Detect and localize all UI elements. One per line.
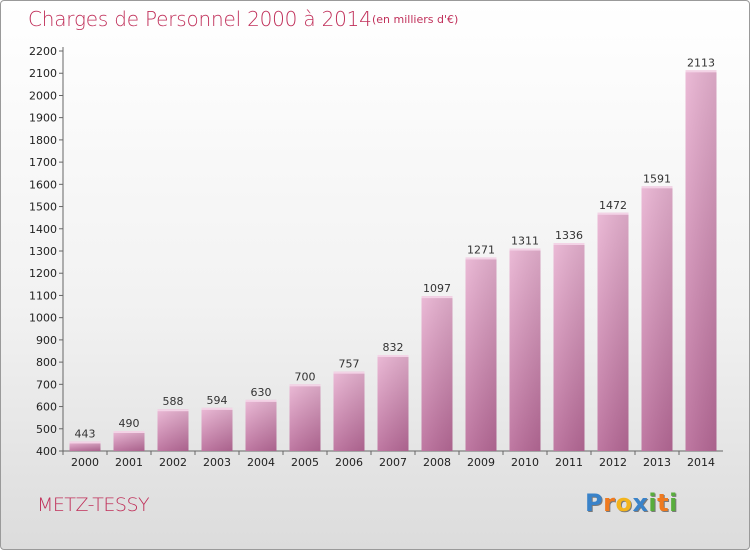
y-tick-label: 800 (36, 356, 57, 369)
x-tick-label: 2003 (203, 456, 231, 469)
y-tick-label: 1900 (29, 112, 57, 125)
bar-shade (113, 431, 145, 451)
x-tick-label: 2008 (423, 456, 451, 469)
y-tick-label: 1400 (29, 223, 57, 236)
bar-shade (201, 407, 233, 451)
bar-shade (553, 243, 585, 451)
bar-shade (333, 371, 365, 451)
bar-top-highlight (597, 212, 629, 215)
x-tick-label: 2013 (643, 456, 671, 469)
town-name: METZ-TESSY (37, 494, 150, 516)
data-label: 2113 (687, 56, 715, 69)
data-label: 1271 (467, 243, 495, 256)
data-label: 832 (383, 341, 404, 354)
bar-shade (245, 399, 277, 451)
y-tick-label: 2000 (29, 89, 57, 102)
y-tick-label: 2200 (29, 45, 57, 58)
bar-top-highlight (69, 441, 101, 444)
y-tick-label: 1100 (29, 289, 57, 302)
data-label: 594 (207, 394, 228, 407)
logo-letter: t (657, 489, 670, 517)
logo-letter: P (585, 489, 604, 517)
x-tick-label: 2004 (247, 456, 275, 469)
logo-letter: r (603, 489, 616, 517)
bar-shade (421, 296, 453, 451)
bar-shade (289, 384, 321, 451)
y-tick-label: 600 (36, 401, 57, 414)
bar-top-highlight (465, 257, 497, 260)
chart-subtitle: (en milliers d'€) (372, 13, 459, 26)
x-tick-label: 2009 (467, 456, 495, 469)
data-label: 1591 (643, 172, 671, 185)
proxiti-logo: Proxiti (585, 489, 678, 517)
bar-shade (641, 186, 673, 452)
data-label: 700 (295, 370, 316, 383)
y-tick-label: 400 (36, 445, 57, 458)
bar-top-highlight (685, 70, 717, 73)
data-label: 630 (251, 386, 272, 399)
bar-shade (157, 409, 189, 451)
bar-top-highlight (245, 399, 277, 402)
bar-shade (465, 257, 497, 451)
bar-top-highlight (421, 296, 453, 299)
bar-top-highlight (201, 407, 233, 410)
bar-top-highlight (333, 371, 365, 374)
logo-letter: o (615, 489, 633, 517)
bar-top-highlight (377, 355, 409, 357)
chart-title: Charges de Personnel 2000 à 2014 (28, 7, 372, 31)
bar-shade (597, 212, 629, 451)
x-tick-label: 2000 (71, 456, 99, 469)
data-label: 1311 (511, 235, 539, 248)
data-label: 1336 (555, 229, 583, 242)
x-tick-label: 2014 (687, 456, 715, 469)
bar-top-highlight (553, 243, 585, 245)
bar-top-highlight (113, 431, 145, 433)
bar-shade (377, 355, 409, 451)
y-tick-label: 700 (36, 378, 57, 391)
bar-shade (509, 248, 541, 451)
y-tick-label: 1000 (29, 312, 57, 325)
y-tick-label: 1800 (29, 134, 57, 147)
data-label: 588 (163, 395, 184, 408)
y-tick-label: 500 (36, 423, 57, 436)
data-label: 1472 (599, 199, 627, 212)
x-tick-label: 2012 (599, 456, 627, 469)
bar-top-highlight (641, 186, 673, 189)
x-tick-label: 2006 (335, 456, 363, 469)
data-labels: 443 490 588 594 630 700 757 832 1097 1271 1311 1336… (75, 56, 716, 440)
logo-letter: x (632, 489, 649, 517)
logo-letter: i (648, 489, 658, 517)
y-tick-label: 2100 (29, 67, 57, 80)
data-label: 443 (75, 427, 96, 440)
x-tick-label: 2005 (291, 456, 319, 469)
data-label: 757 (339, 358, 360, 371)
x-tick-label: 2002 (159, 456, 187, 469)
bars (69, 70, 717, 452)
axes: 400 500 600 700 800 900 1000 1100 1200 1300 1400 15… (29, 45, 723, 469)
bar-shade (685, 70, 717, 451)
bar-top-highlight (157, 409, 189, 412)
bar-shade (69, 441, 101, 451)
y-tick-label: 1500 (29, 201, 57, 214)
y-tick-label: 1700 (29, 156, 57, 169)
bar-top-highlight (289, 384, 321, 387)
y-tick-label: 1300 (29, 245, 57, 258)
x-tick-label: 2011 (555, 456, 583, 469)
y-tick-label: 1200 (29, 267, 57, 280)
data-label: 490 (119, 417, 140, 430)
y-tick-label: 1600 (29, 178, 57, 191)
bar-top-highlight (509, 248, 541, 251)
y-tick-label: 900 (36, 334, 57, 347)
logo-letter: i (669, 489, 678, 517)
x-tick-label: 2007 (379, 456, 407, 469)
data-label: 1097 (423, 282, 451, 295)
x-tick-label: 2001 (115, 456, 143, 469)
x-tick-label: 2010 (511, 456, 539, 469)
